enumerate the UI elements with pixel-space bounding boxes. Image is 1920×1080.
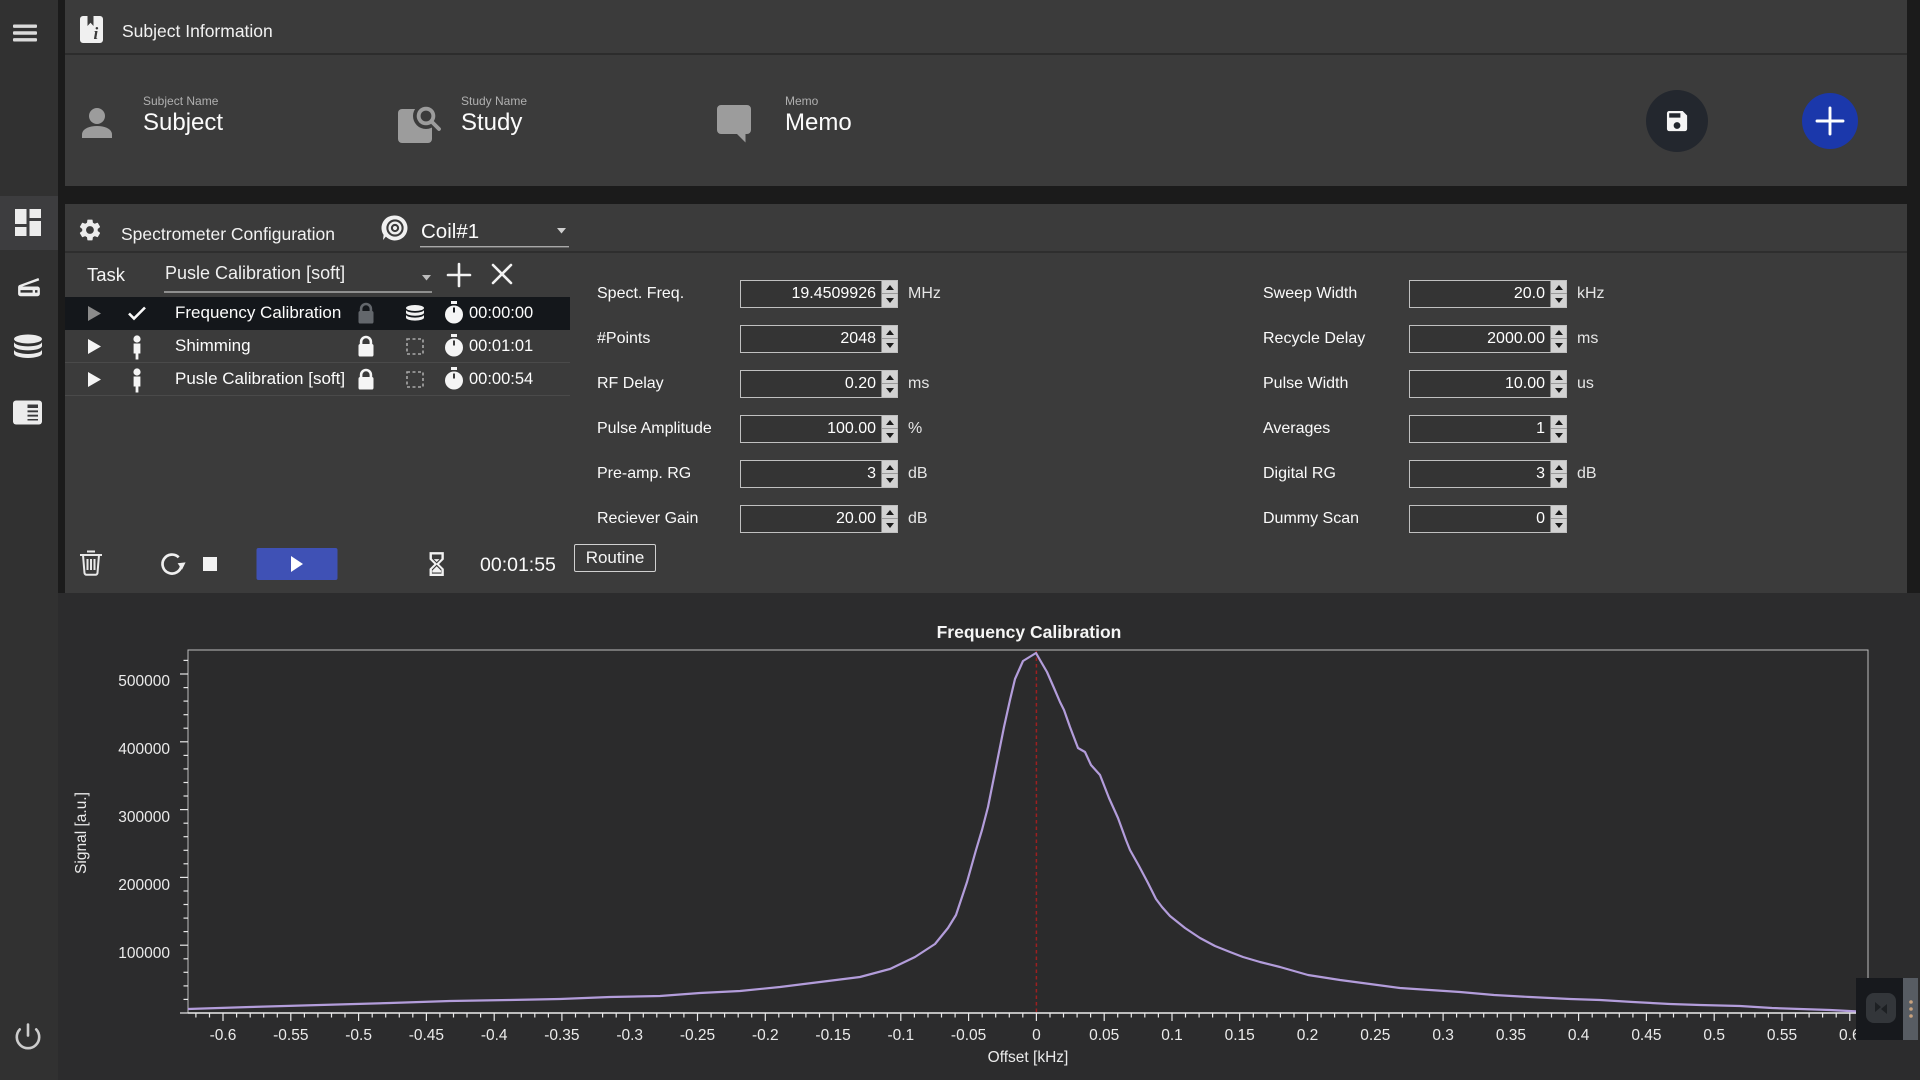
svg-text:-0.5: -0.5 xyxy=(345,1027,372,1044)
svg-text:-0.25: -0.25 xyxy=(680,1027,715,1044)
svg-text:0.45: 0.45 xyxy=(1631,1027,1661,1044)
svg-text:0.6: 0.6 xyxy=(1839,1027,1861,1044)
svg-text:0.25: 0.25 xyxy=(1360,1027,1390,1044)
svg-text:0.15: 0.15 xyxy=(1225,1027,1255,1044)
svg-text:-0.35: -0.35 xyxy=(544,1027,579,1044)
svg-text:0.4: 0.4 xyxy=(1568,1027,1590,1044)
svg-text:-0.2: -0.2 xyxy=(752,1027,779,1044)
svg-text:0.05: 0.05 xyxy=(1089,1027,1119,1044)
svg-text:i: i xyxy=(94,24,99,43)
svg-text:0.1: 0.1 xyxy=(1161,1027,1183,1044)
svg-text:-0.4: -0.4 xyxy=(481,1027,508,1044)
svg-text:-0.05: -0.05 xyxy=(951,1027,986,1044)
svg-text:Signal [a.u.]: Signal [a.u.] xyxy=(73,792,90,874)
svg-text:500000: 500000 xyxy=(118,673,170,690)
svg-text:-0.3: -0.3 xyxy=(616,1027,643,1044)
svg-text:0.2: 0.2 xyxy=(1297,1027,1319,1044)
svg-text:300000: 300000 xyxy=(118,809,170,826)
svg-text:0.5: 0.5 xyxy=(1703,1027,1725,1044)
svg-text:0.3: 0.3 xyxy=(1432,1027,1454,1044)
svg-text:-0.6: -0.6 xyxy=(210,1027,237,1044)
svg-text:-0.55: -0.55 xyxy=(273,1027,308,1044)
svg-text:-0.15: -0.15 xyxy=(815,1027,850,1044)
svg-text:-0.45: -0.45 xyxy=(409,1027,444,1044)
svg-text:200000: 200000 xyxy=(118,877,170,894)
svg-text:100000: 100000 xyxy=(118,945,170,962)
svg-text:Offset [kHz]: Offset [kHz] xyxy=(988,1049,1069,1066)
svg-text:-0.1: -0.1 xyxy=(887,1027,914,1044)
svg-text:0.35: 0.35 xyxy=(1496,1027,1526,1044)
svg-text:Frequency Calibration: Frequency Calibration xyxy=(937,622,1122,642)
svg-text:0: 0 xyxy=(1032,1027,1041,1044)
svg-text:400000: 400000 xyxy=(118,741,170,758)
svg-text:0.55: 0.55 xyxy=(1767,1027,1797,1044)
